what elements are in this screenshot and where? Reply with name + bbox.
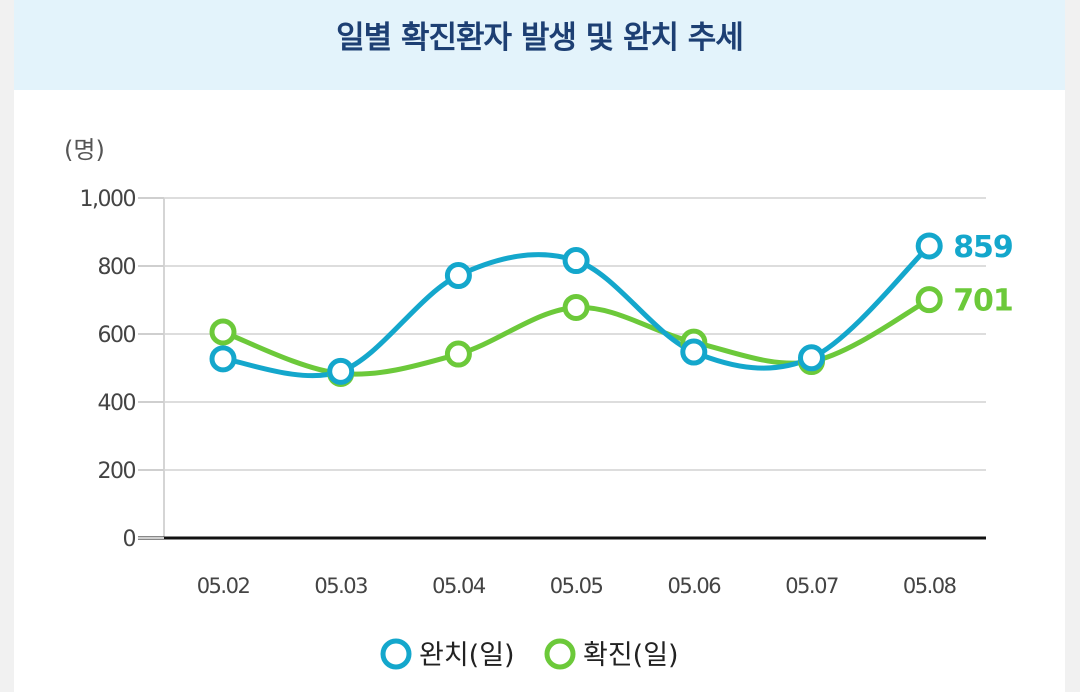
x-tick-label: 05.07 (785, 574, 838, 598)
legend: 완치(일) 확진(일) (380, 638, 679, 671)
data-point (798, 344, 825, 372)
legend-label: 확진(일) (583, 640, 679, 671)
data-point (562, 293, 590, 321)
legend-label: 완치(일) (419, 640, 515, 671)
x-tick-label: 05.08 (903, 574, 956, 598)
data-point (444, 340, 472, 368)
series-points (209, 232, 943, 387)
x-tick-label: 05.04 (432, 574, 486, 598)
data-point (327, 357, 355, 385)
y-axis-ticks: 0 200 400 600 800 1,000 (80, 187, 164, 552)
data-point (562, 247, 590, 275)
y-tick-label: 200 (98, 459, 136, 484)
series-end-labels: 701 859 (953, 230, 1014, 319)
chart-title: 일별 확진환자 발생 및 완치 추세 (336, 19, 744, 56)
legend-marker (380, 638, 412, 670)
x-tick-label: 05.05 (550, 574, 603, 598)
y-tick-label: 0 (123, 527, 136, 552)
chart-card: 일별 확진환자 발생 및 완치 추세 (명) 0 200 400 600 800 1,00… (14, 0, 1065, 692)
data-point (915, 232, 943, 260)
y-tick-label: 600 (98, 323, 136, 348)
x-tick-label: 05.06 (667, 574, 721, 598)
x-axis-ticks: 05.02 05.03 05.04 05.05 05.06 05.07 05.08 (197, 574, 957, 598)
x-tick-label: 05.03 (314, 574, 367, 598)
legend-item: 확진(일) (544, 638, 679, 671)
y-tick-label: 400 (98, 391, 136, 416)
y-tick-label: 1,000 (80, 187, 136, 212)
data-point (680, 338, 708, 366)
data-point (915, 286, 943, 314)
y-axis-unit: (명) (64, 136, 105, 164)
data-point (209, 345, 237, 373)
legend-marker (544, 638, 576, 670)
y-tick-label: 800 (98, 255, 136, 280)
data-point (444, 262, 472, 290)
data-label: 701 (953, 284, 1013, 319)
chart-header: 일별 확진환자 발생 및 완치 추세 (14, 0, 1065, 90)
x-tick-label: 05.02 (197, 574, 250, 598)
data-label: 859 (953, 230, 1013, 265)
data-point (209, 318, 237, 346)
legend-item: 완치(일) (380, 638, 515, 671)
